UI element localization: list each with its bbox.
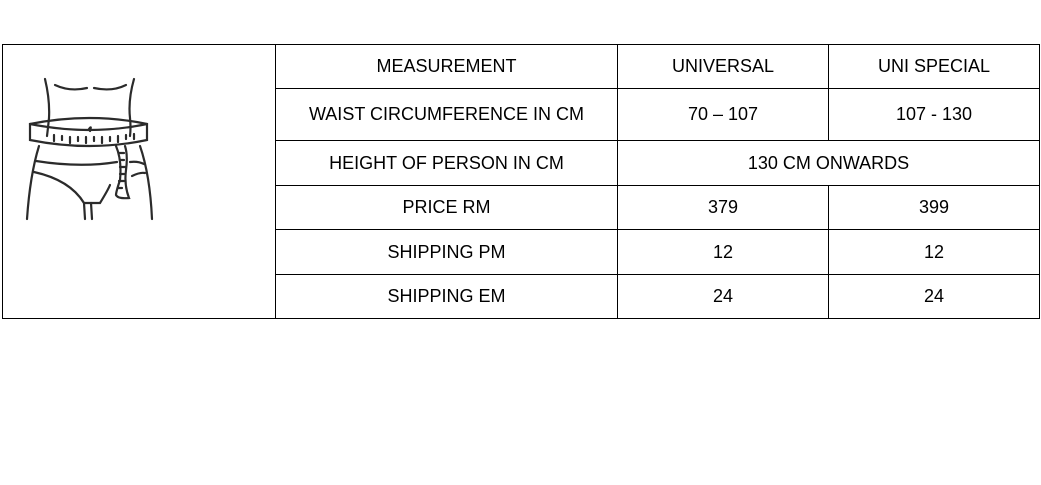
row-label: HEIGHT OF PERSON IN CM <box>275 140 618 186</box>
cell-universal: 379 <box>617 185 829 230</box>
cell-merged: 130 CM ONWARDS <box>617 140 1040 186</box>
header-measurement: MEASUREMENT <box>275 44 618 89</box>
header-universal: UNIVERSAL <box>617 44 829 89</box>
header-uni-special: UNI SPECIAL <box>828 44 1040 89</box>
row-label: SHIPPING PM <box>275 229 618 275</box>
row-label: SHIPPING EM <box>275 274 618 319</box>
cell-uni-special: 24 <box>828 274 1040 319</box>
cell-uni-special: 399 <box>828 185 1040 230</box>
cell-uni-special: 107 - 130 <box>828 88 1040 141</box>
cell-universal: 12 <box>617 229 829 275</box>
row-label: WAIST CIRCUMFERENCE IN CM <box>275 88 618 141</box>
cell-uni-special: 12 <box>828 229 1040 275</box>
cell-universal: 70 – 107 <box>617 88 829 141</box>
row-label: PRICE RM <box>275 185 618 230</box>
cell-universal: 24 <box>617 274 829 319</box>
